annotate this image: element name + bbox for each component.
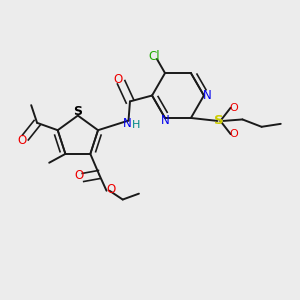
Text: N: N bbox=[202, 89, 211, 102]
Text: S: S bbox=[214, 114, 224, 128]
Text: N: N bbox=[123, 117, 131, 130]
Text: O: O bbox=[75, 169, 84, 182]
Text: O: O bbox=[229, 129, 238, 139]
Text: O: O bbox=[18, 134, 27, 147]
Text: Cl: Cl bbox=[148, 50, 160, 63]
Text: O: O bbox=[106, 183, 116, 196]
Text: S: S bbox=[74, 105, 82, 118]
Text: O: O bbox=[114, 73, 123, 86]
Text: N: N bbox=[160, 114, 169, 128]
Text: O: O bbox=[229, 103, 238, 113]
Text: H: H bbox=[132, 120, 140, 130]
